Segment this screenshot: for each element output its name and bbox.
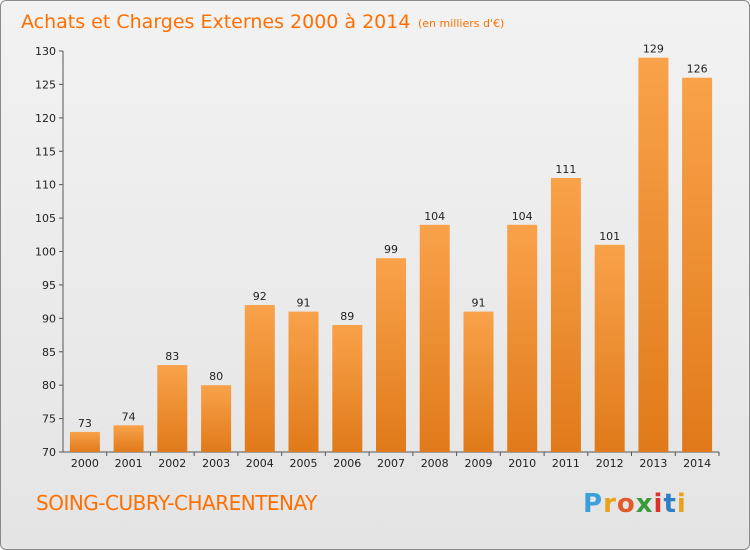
x-tick-label-2004: 2004 bbox=[246, 457, 274, 470]
x-tick-label-2010: 2010 bbox=[508, 457, 536, 470]
x-tick-label-2003: 2003 bbox=[202, 457, 230, 470]
bar-2013 bbox=[638, 57, 669, 452]
y-tick-label: 125 bbox=[35, 78, 56, 91]
logo-letter: o bbox=[616, 489, 636, 519]
data-label-2012: 101 bbox=[599, 230, 620, 243]
bar-2014 bbox=[682, 77, 713, 452]
data-label-2010: 104 bbox=[512, 210, 533, 223]
proxiti-logo: Proxiti bbox=[583, 489, 687, 519]
x-tick-label-2009: 2009 bbox=[465, 457, 493, 470]
bars: 73 74 83 80 92 91 89 99 104 91 104 111 101 129 126 bbox=[69, 43, 713, 452]
x-tick-label-2006: 2006 bbox=[333, 457, 361, 470]
axes: 70 75 80 85 90 95 100 105 110 115 120 125 130 2000 200… bbox=[35, 45, 720, 470]
bar-2007 bbox=[376, 258, 406, 452]
data-label-2007: 99 bbox=[384, 243, 398, 256]
bar-2002 bbox=[157, 365, 188, 452]
x-tick-label-2001: 2001 bbox=[115, 457, 143, 470]
data-label-2001: 74 bbox=[122, 410, 136, 423]
data-label-2005: 91 bbox=[297, 297, 311, 310]
data-label-2002: 83 bbox=[165, 350, 179, 363]
bar-2012 bbox=[594, 244, 625, 452]
bar-2000 bbox=[69, 431, 100, 452]
logo-letter: i bbox=[676, 489, 687, 519]
y-tick-label: 75 bbox=[42, 413, 56, 426]
data-label-2011: 111 bbox=[555, 163, 576, 176]
y-tick-label: 110 bbox=[35, 179, 56, 192]
y-tick-label: 120 bbox=[35, 112, 56, 125]
data-label-2013: 129 bbox=[643, 43, 664, 56]
data-label-2000: 73 bbox=[78, 417, 92, 430]
data-label-2009: 91 bbox=[472, 297, 486, 310]
x-tick-label-2012: 2012 bbox=[596, 457, 624, 470]
data-label-2014: 126 bbox=[687, 63, 708, 76]
bar-2003 bbox=[201, 385, 232, 452]
bar-2011 bbox=[550, 178, 581, 452]
x-tick-label-2007: 2007 bbox=[377, 457, 405, 470]
logo-letter: P bbox=[583, 489, 604, 519]
x-tick-label-2008: 2008 bbox=[421, 457, 449, 470]
x-tick-label-2014: 2014 bbox=[683, 457, 711, 470]
x-tick-label-2000: 2000 bbox=[71, 457, 99, 470]
chart-title: Achats et Charges Externes 2000 à 2014 bbox=[21, 11, 410, 33]
logo-letter: r bbox=[603, 489, 617, 519]
x-tick-label-2013: 2013 bbox=[639, 457, 667, 470]
x-tick-label-2005: 2005 bbox=[290, 457, 318, 470]
bar-2001 bbox=[113, 425, 144, 452]
y-tick-label: 105 bbox=[35, 212, 56, 225]
y-tick-label: 85 bbox=[42, 346, 56, 359]
logo-letter: x bbox=[635, 489, 654, 519]
y-tick-label: 130 bbox=[35, 45, 56, 58]
y-tick-label: 100 bbox=[35, 246, 56, 259]
bar-2008 bbox=[419, 224, 450, 452]
bar-2010 bbox=[507, 224, 538, 452]
data-label-2004: 92 bbox=[253, 290, 267, 303]
x-tick-label-2011: 2011 bbox=[552, 457, 580, 470]
bar-2005 bbox=[288, 311, 319, 452]
y-tick-label: 70 bbox=[42, 446, 56, 459]
bar-2004 bbox=[244, 305, 275, 452]
x-tick-label-2002: 2002 bbox=[158, 457, 186, 470]
data-label-2008: 104 bbox=[424, 210, 445, 223]
chart-subtitle: (en milliers d'€) bbox=[418, 17, 504, 30]
y-tick-label: 80 bbox=[42, 379, 56, 392]
bar-2006 bbox=[332, 325, 363, 452]
logo-letter: i bbox=[653, 489, 664, 519]
logo-letter: t bbox=[663, 489, 677, 519]
y-tick-label: 90 bbox=[42, 312, 56, 325]
y-tick-label: 115 bbox=[35, 145, 56, 158]
data-label-2003: 80 bbox=[209, 370, 223, 383]
commune-name: SOING-CUBRY-CHARENTENAY bbox=[36, 491, 317, 515]
bar-2009 bbox=[463, 311, 494, 452]
y-tick-label: 95 bbox=[42, 279, 56, 292]
data-label-2006: 89 bbox=[340, 310, 354, 323]
